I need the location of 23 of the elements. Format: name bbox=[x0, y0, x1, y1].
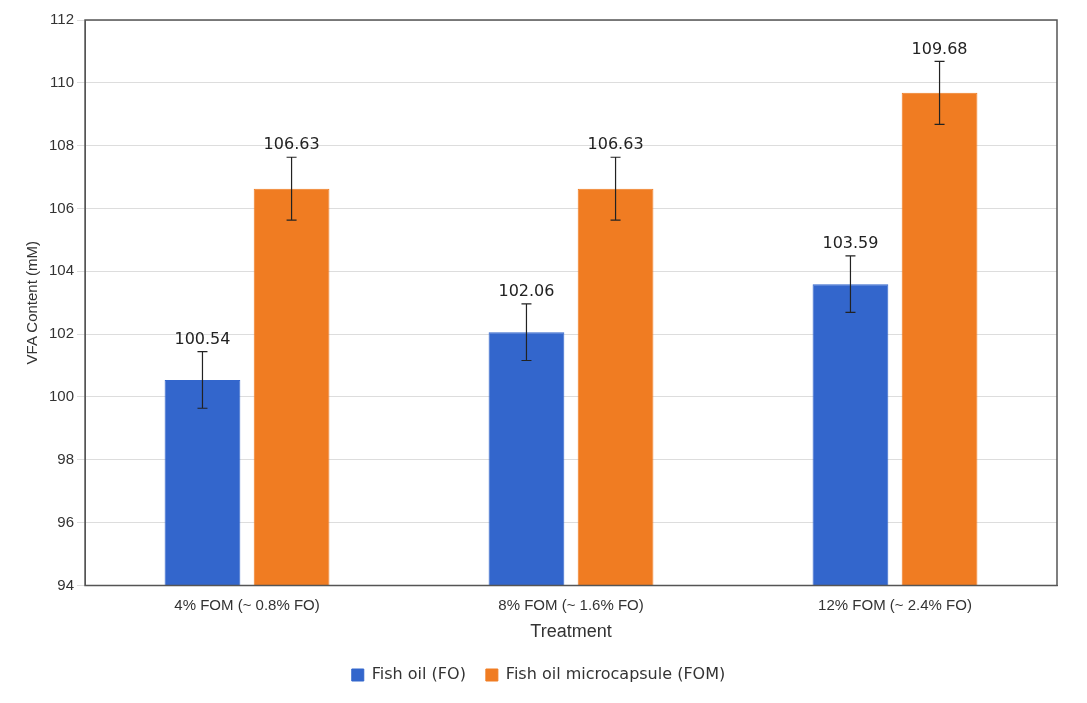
data-label: 106.63 bbox=[587, 134, 644, 154]
y-tick-label: 112 bbox=[50, 10, 75, 28]
y-tick-label: 102 bbox=[49, 324, 75, 342]
x-tick-label: 4% FOM (~ 0.8% FO) bbox=[174, 595, 320, 613]
y-tick-label: 104 bbox=[49, 261, 75, 279]
y-tick-label: 106 bbox=[49, 198, 75, 216]
x-axis-title: Treatment bbox=[530, 621, 612, 642]
y-tick-label: 96 bbox=[57, 512, 75, 530]
data-label: 103.59 bbox=[822, 233, 879, 253]
y-tick-label: 98 bbox=[57, 449, 75, 467]
y-axis-title: VFA Content (mM) bbox=[23, 241, 41, 365]
legend-label: Fish oil microcapsule (FOM) bbox=[505, 664, 726, 684]
data-label: 100.54 bbox=[174, 328, 231, 348]
y-tick-label: 110 bbox=[50, 72, 75, 90]
data-label: 109.68 bbox=[911, 38, 968, 58]
x-tick-label: 8% FOM (~ 1.6% FO) bbox=[498, 595, 644, 613]
data-label: 102.06 bbox=[498, 281, 555, 301]
legend-label: Fish oil (FO) bbox=[371, 664, 466, 684]
data-label: 106.63 bbox=[263, 134, 320, 154]
y-tick-label: 108 bbox=[49, 135, 75, 153]
y-tick-label: 94 bbox=[57, 575, 75, 593]
y-tick-label: 100 bbox=[49, 387, 75, 405]
x-tick-label: 12% FOM (~ 2.4% FO) bbox=[818, 595, 972, 613]
